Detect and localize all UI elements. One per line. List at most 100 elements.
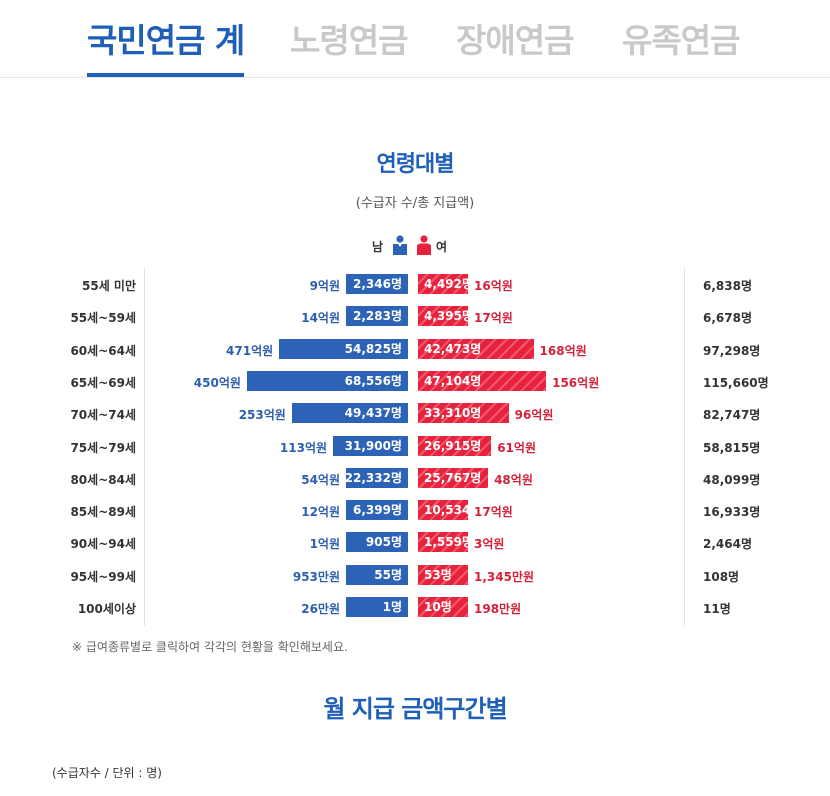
male-amount-label: 450억원 xyxy=(193,375,241,390)
total-count-label: 82,747명 xyxy=(703,408,761,423)
female-amount-label: 168억원 xyxy=(539,343,587,358)
total-count-label: 6,838명 xyxy=(703,279,752,293)
female-count-label: 33,310명 xyxy=(424,406,482,421)
male-bar: 54,825명 xyxy=(279,338,408,359)
age-group-label: 80세~84세 xyxy=(70,472,136,487)
male-count-label: 6,399명 xyxy=(353,503,402,518)
male-bar: 55명 xyxy=(346,564,408,585)
total-count-label: 2,464명 xyxy=(703,537,752,552)
male-bar: 68,556명 xyxy=(246,370,408,391)
male-bar: 2,283명 xyxy=(346,306,408,327)
female-amount-label: 48억원 xyxy=(494,472,533,487)
male-amount-label: 54억원 xyxy=(301,472,340,487)
female-bar: 33,310명 xyxy=(418,403,509,424)
male-amount-label: 26만원 xyxy=(301,602,340,616)
female-bar: 10,534명 xyxy=(418,500,481,521)
female-amount-label: 198만원 xyxy=(474,602,522,616)
female-amount-label: 96억원 xyxy=(514,408,554,423)
age-group-label: 60세~64세 xyxy=(70,343,136,358)
male-person-icon xyxy=(393,235,407,255)
left-divider xyxy=(144,268,145,626)
age-group-label: 85세~89세 xyxy=(70,505,136,520)
female-bar: 47,104명 xyxy=(418,370,547,391)
male-count-label: 1명 xyxy=(382,600,402,614)
male-count-label: 49,437명 xyxy=(344,406,402,421)
female-amount-label: 17억원 xyxy=(474,311,513,326)
male-bar: 1명 xyxy=(346,597,408,617)
active-tab-indicator xyxy=(87,73,244,77)
legend-female-label: 여 xyxy=(436,240,448,254)
total-count-label: 97,298명 xyxy=(703,343,761,358)
female-amount-label: 61억원 xyxy=(497,440,536,455)
total-count-label: 58,815명 xyxy=(703,440,761,455)
male-amount-label: 253억원 xyxy=(238,408,286,423)
tab-disability-pension[interactable]: 장애연금 xyxy=(456,21,574,60)
male-count-label: 2,346명 xyxy=(353,277,402,291)
male-count-label: 905명 xyxy=(365,535,402,550)
total-count-label: 108명 xyxy=(703,569,740,584)
female-bar: 10명 xyxy=(418,597,468,617)
total-count-label: 115,660명 xyxy=(703,375,769,390)
female-person-icon xyxy=(417,235,431,255)
tab-national-pension-total[interactable]: 국민연금 계 xyxy=(87,21,245,60)
male-bar: 22,332명 xyxy=(344,467,408,488)
female-count-label: 10명 xyxy=(424,600,452,614)
right-divider xyxy=(684,268,685,626)
male-bar: 49,437명 xyxy=(291,403,408,424)
total-count-label: 6,678명 xyxy=(703,311,752,326)
legend-male-label: 남 xyxy=(372,240,384,254)
male-amount-label: 953만원 xyxy=(292,569,340,584)
female-count-label: 1,559명 xyxy=(424,535,473,550)
tab-old-age-pension[interactable]: 노령연금 xyxy=(290,21,408,60)
female-count-label: 4,395명 xyxy=(424,309,473,324)
female-amount-label: 17억원 xyxy=(474,505,513,520)
total-count-label: 16,933명 xyxy=(703,505,761,520)
female-count-label: 42,473명 xyxy=(424,341,482,356)
female-count-label: 10,534명 xyxy=(424,503,482,518)
female-bar: 25,767명 xyxy=(418,467,489,488)
monthly-amount-title: 월 지급 금액구간별 xyxy=(323,695,507,723)
female-amount-label: 3억원 xyxy=(474,537,505,552)
male-count-label: 54,825명 xyxy=(344,341,402,356)
male-bar: 905명 xyxy=(346,532,408,553)
female-bar: 4,395명 xyxy=(418,306,473,327)
click-hint-note: ※ 급여종류별로 클릭하여 각각의 현황을 확인해보세요. xyxy=(72,640,348,654)
age-group-label: 100세이상 xyxy=(77,602,136,616)
male-amount-label: 471억원 xyxy=(226,343,274,358)
male-count-label: 55명 xyxy=(374,567,402,582)
male-amount-label: 1억원 xyxy=(309,537,340,552)
female-count-label: 53명 xyxy=(424,567,452,582)
age-group-label: 75세~79세 xyxy=(70,440,136,455)
female-count-label: 25,767명 xyxy=(424,470,482,485)
female-bar: 53명 xyxy=(418,564,468,585)
age-group-label: 55세 미만 xyxy=(82,279,136,293)
male-count-label: 31,900명 xyxy=(344,438,402,453)
female-count-label: 47,104명 xyxy=(424,373,482,388)
total-count-label: 11명 xyxy=(703,602,731,616)
tab-survivor-pension[interactable]: 유족연금 xyxy=(622,21,740,60)
female-bar: 42,473명 xyxy=(418,338,534,359)
male-amount-label: 12억원 xyxy=(301,505,340,520)
female-count-label: 4,492명 xyxy=(424,277,473,291)
benefit-type-tabs: 국민연금 계 노령연금 장애연금 유족연금 xyxy=(0,0,830,78)
male-count-label: 2,283명 xyxy=(353,309,402,324)
male-amount-label: 14억원 xyxy=(301,311,340,326)
age-group-label: 70세~74세 xyxy=(70,408,136,423)
age-group-title: 연령대별 xyxy=(376,152,455,177)
male-amount-label: 9억원 xyxy=(309,279,340,293)
female-bar: 26,915명 xyxy=(418,435,492,456)
unit-note: (수급자수 / 단위 : 명) xyxy=(52,766,162,780)
female-amount-label: 1,345만원 xyxy=(474,569,535,584)
age-group-subtitle: (수급자 수/총 지급액) xyxy=(355,196,475,211)
male-count-label: 22,332명 xyxy=(344,470,402,485)
female-bar: 4,492명 xyxy=(418,274,473,294)
female-amount-label: 16억원 xyxy=(474,279,513,293)
total-count-label: 48,099명 xyxy=(703,472,761,487)
male-amount-label: 113억원 xyxy=(279,440,328,455)
age-group-label: 55세~59세 xyxy=(70,311,136,326)
male-bar: 31,900명 xyxy=(333,435,408,456)
female-bar: 1,559명 xyxy=(418,532,473,553)
female-amount-label: 156억원 xyxy=(552,375,600,390)
female-count-label: 26,915명 xyxy=(424,438,482,453)
age-group-label: 90세~94세 xyxy=(70,537,136,552)
